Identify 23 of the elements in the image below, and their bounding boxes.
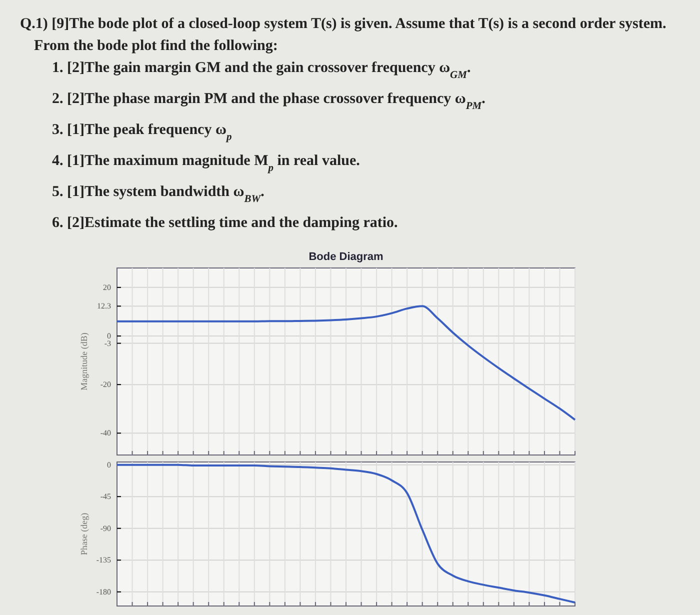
y-tick-label: -45 [100,492,111,502]
text: 4. [1]The maximum magnitude M$_{p}$ in real value. [52,153,360,174]
text: 3. [1]The peak frequency ω$_{p}$ [52,122,232,142]
y-axis-title: Phase (deg) [79,512,89,556]
text: 5. [1]The system bandwidth ω$_{BW}$. [52,184,265,204]
y-tick-label: -180 [96,587,111,596]
y-axis-title: Magnitude (dB) [79,332,89,390]
y-tick-label: 20 [103,282,111,292]
y-tick-label: 0 [107,460,111,470]
y-tick-label: -40 [100,428,111,438]
line-series [116,464,576,604]
y-tick-label: 0 [107,332,111,341]
y-tick-label: -3 [104,338,111,348]
y-tick-label: -90 [100,524,111,533]
y-tick-label: 12.3 [97,302,111,311]
text: Q.1) [9]The bode plot of a closed-loop system T(s) is given. Assume that T(s) is a second order system. From the bode plot find the following: [20,16,666,54]
text: 1. [2]The gain margin GM and the gain crossover frequency ω$_{GM}$. [52,60,471,80]
line-series [116,305,576,421]
text: 6. [2]Estimate the settling time and the damping ratio. [52,215,398,231]
y-tick-label: -20 [100,380,111,390]
text: 2. [2]The phase margin PM and the phase crossover frequency ω$_{PM}$. [52,91,486,112]
chart-title: Bode Diagram [308,251,384,263]
y-tick-label: -135 [96,556,111,565]
